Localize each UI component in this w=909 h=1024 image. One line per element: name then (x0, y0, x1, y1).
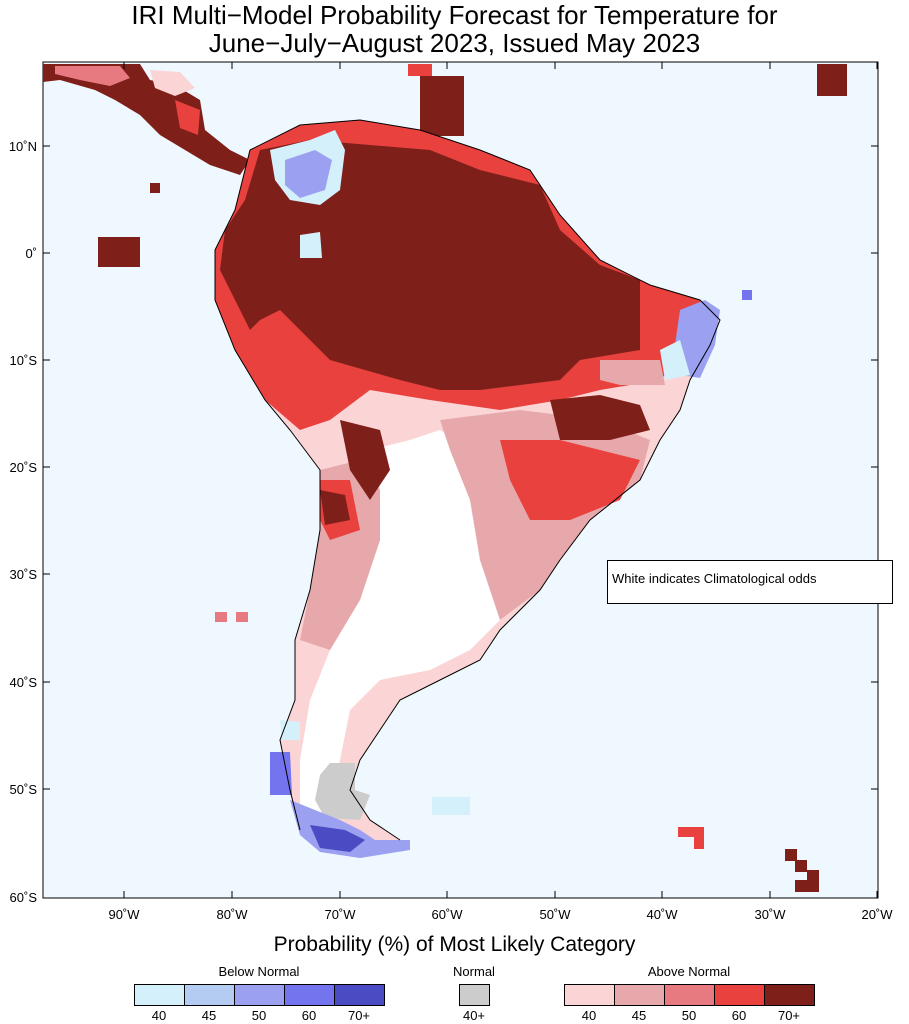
legend-above-label-1: 45 (631, 1008, 647, 1023)
legend-normal-swatch-0 (459, 984, 490, 1006)
legend-below-label-3: 60 (301, 1008, 317, 1023)
legend-above-swatch-3 (714, 984, 765, 1006)
legend-below-title: Below Normal (218, 964, 300, 979)
lat-label-30s: 30˚S (10, 567, 38, 582)
legend-below-swatch-4 (334, 984, 385, 1006)
lon-label-60w: 60˚W (431, 907, 463, 922)
axis-ticks (43, 62, 878, 898)
legend-above-swatch-4 (764, 984, 815, 1006)
lat-label-10s: 10˚S (10, 353, 38, 368)
legend-above-label-0: 40 (581, 1008, 597, 1023)
lon-label-70w: 70˚W (324, 907, 356, 922)
legend-below-swatch-0 (134, 984, 185, 1006)
lat-label-40s: 40˚S (10, 675, 38, 690)
legend-below-label-4: 70+ (347, 1008, 371, 1023)
legend-above-title: Above Normal (647, 964, 731, 979)
climatology-note: White indicates Climatological odds (607, 560, 893, 604)
central-america-region (43, 64, 847, 267)
lat-label-0: 0˚ (25, 246, 37, 261)
lon-label-90w: 90˚W (108, 907, 140, 922)
legend-above-label-2: 50 (681, 1008, 697, 1023)
legend-below-label-1: 45 (201, 1008, 217, 1023)
legend-below-label-0: 40 (151, 1008, 167, 1023)
chart-title-line-2: June−July−August 2023, Issued May 2023 (208, 28, 701, 58)
lat-label-20s: 20˚S (10, 460, 38, 475)
legend-normal-label-0: 40+ (462, 1008, 486, 1023)
lat-label-10n: 10˚N (9, 139, 37, 154)
south-america-region (214, 119, 819, 892)
legend-above-swatch-2 (664, 984, 715, 1006)
legend-below-swatch-1 (184, 984, 235, 1006)
legend-above-label-3: 60 (731, 1008, 747, 1023)
legend-above-swatch-0 (564, 984, 615, 1006)
legend-normal-title: Normal (453, 964, 495, 979)
lon-label-20w: 20˚W (861, 907, 893, 922)
chart-title-line-1: IRI Multi−Model Probability Forecast for… (131, 0, 778, 30)
lat-label-60s: 60˚S (10, 890, 38, 905)
legend-above-swatch-1 (614, 984, 665, 1006)
legend-below-label-2: 50 (251, 1008, 267, 1023)
lon-label-80w: 80˚W (216, 907, 248, 922)
lon-label-30w: 30˚W (754, 907, 786, 922)
lon-label-40w: 40˚W (646, 907, 678, 922)
legend-title: Probability (%) of Most Likely Category (273, 933, 636, 956)
legend-below-swatch-2 (234, 984, 285, 1006)
lat-label-50s: 50˚S (10, 782, 38, 797)
lon-label-50w: 50˚W (539, 907, 571, 922)
legend-above-label-4: 70+ (777, 1008, 801, 1023)
legend-below-swatch-3 (284, 984, 335, 1006)
